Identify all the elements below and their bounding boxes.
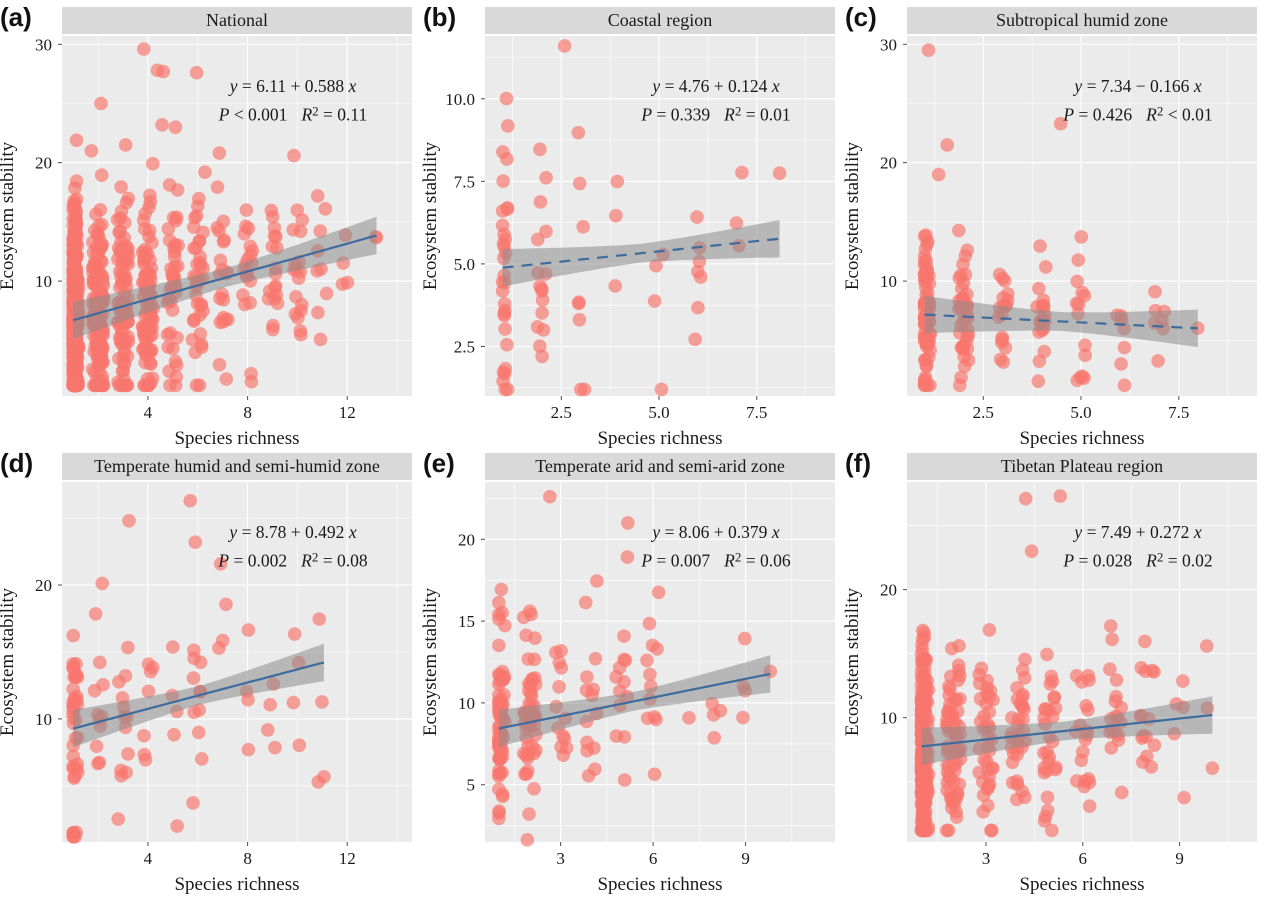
svg-text:8: 8 xyxy=(243,849,252,868)
svg-text:9: 9 xyxy=(1175,849,1184,868)
svg-text:10: 10 xyxy=(35,710,52,729)
svg-text:4: 4 xyxy=(144,403,153,422)
svg-text:2.5: 2.5 xyxy=(973,403,994,422)
svg-text:y = 6.11 + 0.588 x: y = 6.11 + 0.588 x xyxy=(228,76,357,96)
svg-text:15: 15 xyxy=(458,612,475,631)
svg-text:20: 20 xyxy=(880,581,897,600)
svg-text:2.5: 2.5 xyxy=(551,403,572,422)
svg-text:20: 20 xyxy=(35,576,52,595)
svg-text:y = 7.34 − 0.166 x: y = 7.34 − 0.166 x xyxy=(1072,76,1201,96)
svg-text:10: 10 xyxy=(880,709,897,728)
svg-text:10.0: 10.0 xyxy=(445,90,475,109)
svg-text:5.0: 5.0 xyxy=(454,255,475,274)
svg-text:3: 3 xyxy=(982,849,991,868)
svg-text:y = 4.76 + 0.124 x: y = 4.76 + 0.124 x xyxy=(650,76,779,96)
svg-text:6: 6 xyxy=(1079,849,1088,868)
svg-text:2.5: 2.5 xyxy=(454,338,475,357)
svg-text:6: 6 xyxy=(649,849,658,868)
svg-text:7.5: 7.5 xyxy=(746,403,767,422)
svg-text:9: 9 xyxy=(741,849,750,868)
svg-text:y = 7.49 + 0.272 x: y = 7.49 + 0.272 x xyxy=(1072,522,1201,542)
svg-text:12: 12 xyxy=(339,849,356,868)
svg-text:30: 30 xyxy=(880,35,897,54)
svg-text:5.0: 5.0 xyxy=(1070,403,1091,422)
svg-text:5: 5 xyxy=(467,776,476,795)
svg-text:10: 10 xyxy=(458,694,475,713)
svg-text:20: 20 xyxy=(35,154,52,173)
svg-text:10: 10 xyxy=(35,272,52,291)
svg-text:5.0: 5.0 xyxy=(648,403,669,422)
svg-text:20: 20 xyxy=(458,530,475,549)
svg-text:4: 4 xyxy=(144,849,153,868)
svg-text:10: 10 xyxy=(880,272,897,291)
svg-text:30: 30 xyxy=(35,35,52,54)
svg-text:y = 8.78 + 0.492 x: y = 8.78 + 0.492 x xyxy=(227,522,356,542)
svg-text:20: 20 xyxy=(880,154,897,173)
svg-text:12: 12 xyxy=(339,403,356,422)
svg-text:7.5: 7.5 xyxy=(454,172,475,191)
svg-text:7.5: 7.5 xyxy=(1168,403,1189,422)
svg-text:y = 8.06 + 0.379 x: y = 8.06 + 0.379 x xyxy=(650,522,779,542)
svg-text:8: 8 xyxy=(243,403,252,422)
svg-text:3: 3 xyxy=(556,849,565,868)
